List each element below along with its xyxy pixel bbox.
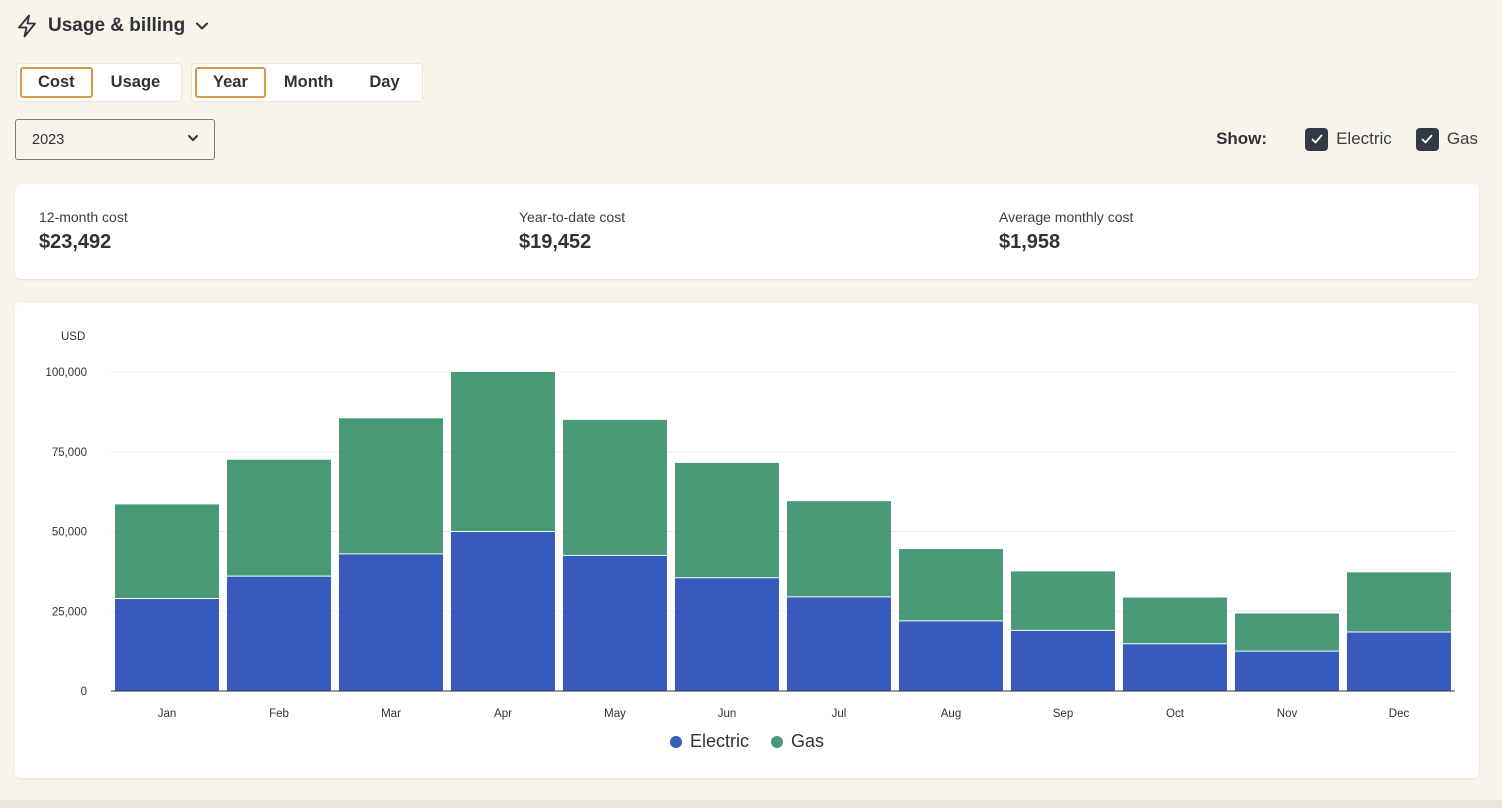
x-tick-label: Jul <box>832 708 847 720</box>
bar-electric-aug[interactable] <box>899 620 1003 691</box>
stat-average-monthly-cost: Average monthly cost $1,958 <box>999 209 1133 254</box>
y-tick-label: 50,000 <box>52 527 87 539</box>
y-tick-label: 75,000 <box>52 447 87 459</box>
x-tick-label: May <box>604 708 626 720</box>
tab-usage[interactable]: Usage <box>110 73 161 91</box>
bar-gas-feb[interactable] <box>227 459 331 577</box>
bar-electric-jan[interactable] <box>115 598 219 691</box>
bar-electric-mar[interactable] <box>339 553 443 691</box>
electric-checkbox[interactable]: Electric <box>1305 127 1392 151</box>
bar-gas-mar[interactable] <box>339 418 443 554</box>
bar-gas-jun[interactable] <box>675 462 779 578</box>
stat-year-to-date-cost: Year-to-date cost $19,452 <box>519 209 625 254</box>
bar-gas-jan[interactable] <box>115 504 219 599</box>
legend-item-gas[interactable]: Gas <box>771 731 824 752</box>
legend-dot-electric <box>669 735 682 748</box>
legend-dot-gas <box>771 735 783 748</box>
x-tick-label: Jan <box>158 708 177 720</box>
x-tick-label: Apr <box>494 708 512 720</box>
chart-gridlines <box>111 371 1455 612</box>
show-label: Show: <box>1216 129 1268 148</box>
tab-year[interactable]: Year <box>195 67 266 98</box>
y-tick-label: 25,000 <box>52 606 87 618</box>
x-tick-label: Oct <box>1166 708 1185 720</box>
y-tick-label: 0 <box>81 686 87 698</box>
bar-gas-nov[interactable] <box>1235 613 1339 652</box>
y-tick-label: 100,000 <box>45 367 87 379</box>
x-tick-label: Dec <box>1389 708 1410 720</box>
bar-electric-jul[interactable] <box>787 596 891 691</box>
stat-12-month-cost: 12-month cost $23,492 <box>39 209 128 254</box>
bar-electric-feb[interactable] <box>227 576 331 691</box>
x-tick-label: Nov <box>1277 708 1298 720</box>
x-tick-label: Feb <box>269 708 289 720</box>
tab-day[interactable]: Day <box>369 73 400 91</box>
stat-value: $1,958 <box>999 231 1061 253</box>
bar-gas-may[interactable] <box>563 419 667 556</box>
x-tick-label: Mar <box>381 708 401 720</box>
bar-electric-may[interactable] <box>563 555 667 691</box>
gas-checkbox[interactable]: Gas <box>1415 127 1478 151</box>
mode-toggle: Cost Usage <box>16 63 182 102</box>
page-bottom-edge <box>0 800 1502 808</box>
gas-checkbox-label: Gas <box>1446 129 1478 148</box>
bar-gas-apr[interactable] <box>451 372 555 532</box>
cost-chart-card: USD 0 25,000 50,000 75,000 100,000 Jan Feb Mar… <box>15 303 1479 778</box>
bar-electric-dec[interactable] <box>1347 631 1451 691</box>
cost-summary-card: 12-month cost $23,492 Year-to-date cost … <box>15 184 1479 279</box>
checkmark-icon[interactable] <box>1415 127 1439 151</box>
bar-gas-sep[interactable] <box>1011 571 1115 631</box>
legend-label: Gas <box>791 731 825 751</box>
chart-legend: Electric Gas <box>15 731 1479 752</box>
electric-checkbox-label: Electric <box>1336 129 1392 148</box>
bar-electric-jun[interactable] <box>675 577 779 691</box>
bar-gas-aug[interactable] <box>899 549 1003 621</box>
x-tick-label: Aug <box>941 708 961 720</box>
y-axis-label: USD <box>61 331 85 343</box>
bar-gas-dec[interactable] <box>1347 572 1451 632</box>
stat-label: Average monthly cost <box>999 209 1134 225</box>
x-tick-label: Jun <box>718 708 737 720</box>
lightning-icon <box>16 14 38 38</box>
stacked-bar-chart: USD 0 25,000 50,000 75,000 100,000 Jan Feb Mar… <box>45 331 1455 720</box>
tab-cost[interactable]: Cost <box>20 67 93 98</box>
y-axis-ticks: 0 25,000 50,000 75,000 100,000 <box>45 367 87 698</box>
stat-value: $23,492 <box>39 231 112 253</box>
checkmark-icon[interactable] <box>1305 127 1329 151</box>
bar-gas-oct[interactable] <box>1123 597 1227 644</box>
year-select-value: 2023 <box>32 131 65 148</box>
series-filter: Show: Electric Gas <box>1216 126 1478 152</box>
stat-label: Year-to-date cost <box>519 209 626 225</box>
chevron-down-icon <box>186 131 200 149</box>
page-title: Usage & billing <box>48 15 186 36</box>
x-tick-label: Sep <box>1053 708 1073 720</box>
usage-billing-header[interactable]: Usage & billing <box>16 14 211 38</box>
bar-electric-oct[interactable] <box>1123 643 1227 691</box>
period-toggle: Year Month Day <box>191 63 423 102</box>
bar-electric-nov[interactable] <box>1235 651 1339 691</box>
legend-label: Electric <box>689 731 749 751</box>
chart-bars <box>115 372 1451 691</box>
stat-label: 12-month cost <box>39 209 128 225</box>
bar-gas-jul[interactable] <box>787 501 891 597</box>
legend-item-electric[interactable]: Electric <box>669 731 749 752</box>
bar-electric-apr[interactable] <box>451 531 555 692</box>
bar-electric-sep[interactable] <box>1011 630 1115 691</box>
stat-value: $19,452 <box>519 231 592 253</box>
year-select[interactable]: 2023 <box>15 119 215 160</box>
chevron-down-icon[interactable] <box>193 17 211 35</box>
x-axis-ticks: Jan Feb Mar Apr May Jun Jul Aug Sep Oct Nov Dec <box>158 708 1410 720</box>
tab-month[interactable]: Month <box>283 73 334 91</box>
